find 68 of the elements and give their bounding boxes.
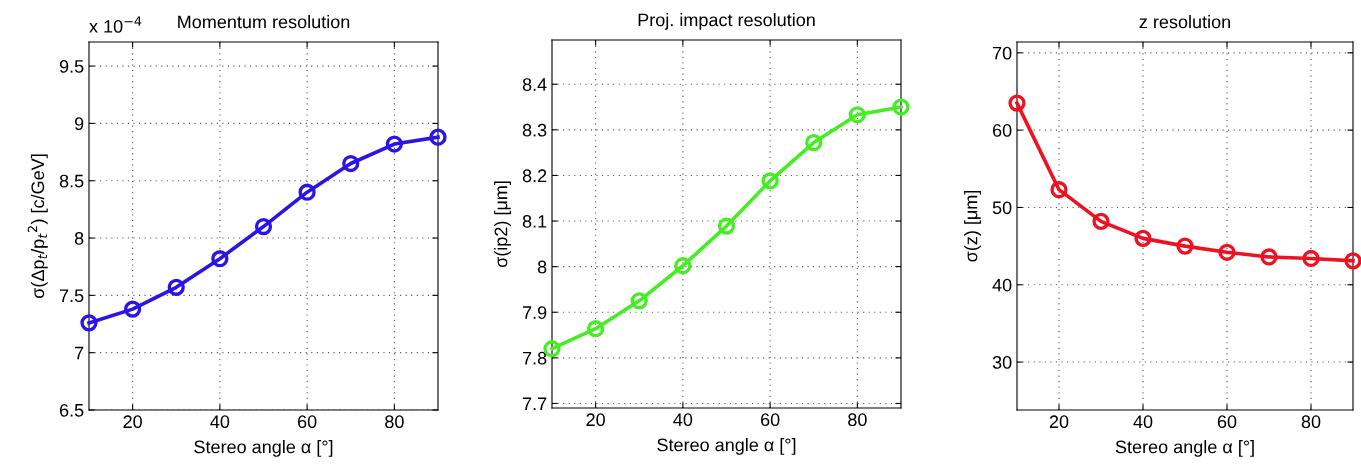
x-tick-label: 40 bbox=[673, 413, 693, 427]
y-axis-title: σ(z) [μm] bbox=[964, 190, 981, 262]
x-tick-label: 60 bbox=[1217, 415, 1237, 429]
y-tick-label: 9.5 bbox=[59, 60, 84, 73]
y-tick-label: 8 bbox=[74, 231, 84, 245]
point bbox=[1176, 237, 1194, 255]
x-tick-label: 20 bbox=[586, 413, 605, 427]
x-tick-label: 20 bbox=[123, 415, 142, 429]
y-axis-title: σ(ip2) [μm] bbox=[494, 181, 511, 268]
y-tick-label: 8.3 bbox=[522, 123, 547, 137]
chart-title: Momentum resolution bbox=[178, 15, 350, 29]
point bbox=[1008, 94, 1026, 112]
point bbox=[254, 217, 273, 236]
y-tick-label: 60 bbox=[992, 124, 1012, 137]
text: x 10$^{−4}$ bbox=[89, 16, 142, 33]
point bbox=[587, 320, 605, 338]
y-tick-label: 30 bbox=[992, 356, 1012, 369]
point bbox=[1134, 229, 1152, 247]
point bbox=[342, 154, 360, 173]
point bbox=[80, 314, 98, 332]
point bbox=[1302, 249, 1320, 268]
y-tick-label: 8.1 bbox=[522, 214, 547, 228]
point bbox=[630, 292, 648, 310]
y-tick-label: 8.2 bbox=[522, 169, 547, 183]
point bbox=[1050, 181, 1068, 199]
y-tick-label: 8 bbox=[537, 260, 547, 274]
chart-title: z resolution bbox=[1139, 15, 1230, 29]
x-tick-label: 80 bbox=[848, 413, 867, 427]
point bbox=[1260, 248, 1278, 266]
x-tick-label: 20 bbox=[1049, 415, 1069, 429]
x-axis-title: Stereo angle α [°] bbox=[1115, 440, 1254, 457]
x-tick-label: 60 bbox=[761, 413, 780, 427]
point bbox=[1218, 243, 1236, 261]
y-tick-label: 40 bbox=[992, 278, 1012, 292]
point bbox=[1092, 212, 1110, 230]
y-tick-label: 7.9 bbox=[522, 306, 547, 319]
x-tick-label: 40 bbox=[1133, 415, 1153, 429]
y-tick-label: 7.7 bbox=[522, 397, 547, 410]
point bbox=[805, 133, 823, 152]
y-tick-label: 8.4 bbox=[522, 78, 547, 91]
chart-title: Proj. impact resolution bbox=[638, 13, 815, 30]
point bbox=[124, 300, 142, 318]
y-tick-label: 7 bbox=[75, 346, 84, 360]
y-tick-label: 9 bbox=[74, 117, 84, 131]
point bbox=[211, 250, 229, 268]
point bbox=[429, 128, 447, 146]
x-tick-label: 80 bbox=[385, 415, 404, 429]
point bbox=[1344, 252, 1361, 270]
y-tick-label: 6.5 bbox=[59, 403, 84, 417]
y-tick-label: 70 bbox=[992, 46, 1012, 60]
point bbox=[167, 278, 185, 296]
y-axis-title: σ(Δp$_{t}$/p$_{t}$$^{2}$) [c/GeV] bbox=[27, 154, 48, 299]
x-tick-label: 80 bbox=[1301, 415, 1321, 429]
point bbox=[892, 98, 910, 116]
x-axis-title: Stereo angle α [°] bbox=[657, 438, 796, 455]
x-axis-title: Stereo angle α [°] bbox=[194, 440, 333, 457]
point bbox=[761, 172, 779, 190]
point bbox=[674, 257, 692, 275]
y-tick-label: 7.5 bbox=[59, 289, 84, 303]
point bbox=[848, 106, 866, 124]
y-tick-label: 8.5 bbox=[59, 174, 84, 188]
x-tick-label: 60 bbox=[298, 415, 317, 429]
point bbox=[385, 135, 403, 153]
x-tick-label: 40 bbox=[210, 415, 230, 429]
y-tick-label: 50 bbox=[992, 201, 1012, 215]
y-tick-label: 7.8 bbox=[522, 351, 547, 365]
point bbox=[298, 183, 316, 201]
point bbox=[717, 217, 736, 235]
